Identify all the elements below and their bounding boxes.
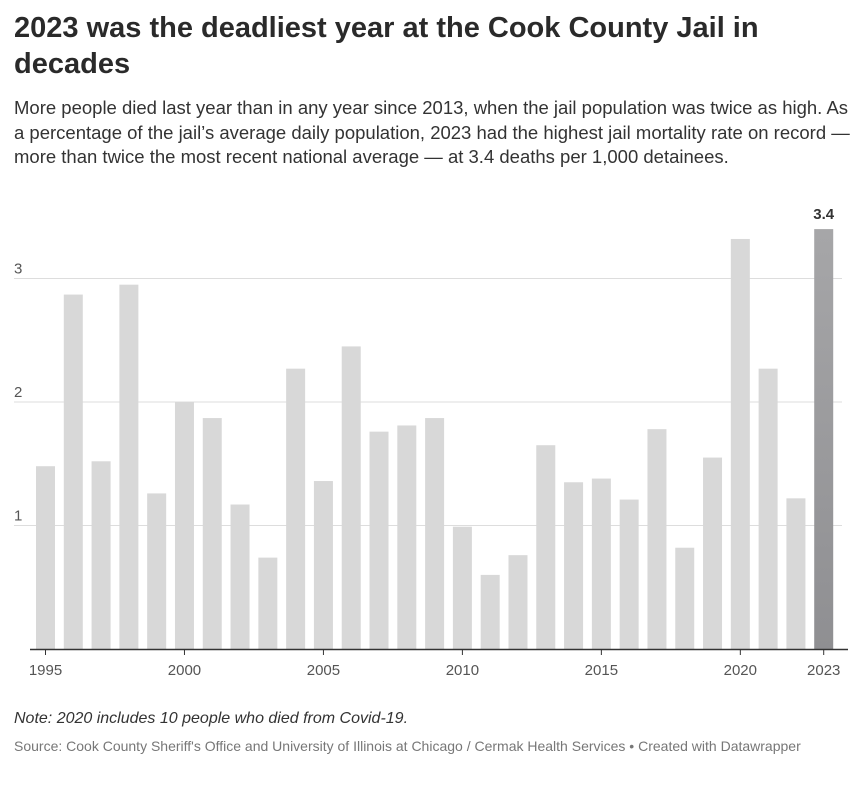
bar [730, 238, 750, 650]
bar [758, 368, 778, 649]
chart-title: 2023 was the deadliest year at the Cook … [14, 12, 759, 80]
x-tick-label: 2023 [807, 662, 840, 679]
bar [202, 418, 222, 649]
bar [258, 557, 278, 649]
bar [425, 418, 445, 649]
bar [174, 402, 194, 649]
y-tick-label: 1 [14, 508, 22, 525]
bar [313, 481, 333, 649]
x-axis: 1995 2000 2005 2010 2015 2020 2023 [29, 648, 848, 679]
bar [341, 346, 361, 649]
bar-chart: 1 2 3 3.4 1995 2000 2005 2010 2015 2020 2023 [14, 206, 848, 679]
bar [480, 574, 500, 649]
x-tick-label: 1995 [29, 662, 62, 679]
bar [619, 499, 639, 649]
bar [591, 478, 611, 649]
y-tick-label: 3 [14, 261, 22, 278]
bar [703, 457, 723, 649]
bar [91, 461, 111, 649]
bar [230, 504, 250, 649]
bar [36, 466, 55, 649]
x-tick-label: 2000 [168, 662, 201, 679]
bar [119, 284, 139, 649]
highlight-value-label: 3.4 [813, 206, 835, 223]
bar [675, 547, 695, 649]
bar [536, 445, 556, 649]
bar [564, 482, 584, 649]
bars: 3.4 [36, 206, 835, 650]
bar [63, 294, 83, 649]
bar [369, 431, 389, 649]
bar [508, 555, 528, 649]
x-tick-label: 2010 [446, 662, 479, 679]
bar [786, 498, 806, 649]
x-tick-label: 2005 [307, 662, 340, 679]
bar [286, 368, 306, 649]
chart-source: Source: Cook County Sheriff's Office and… [14, 738, 801, 754]
x-tick-label: 2020 [724, 662, 757, 679]
bar-highlight [814, 229, 834, 649]
bar [397, 425, 417, 649]
x-tick-label: 2015 [585, 662, 618, 679]
y-tick-label: 2 [14, 384, 22, 401]
bar [147, 493, 167, 649]
bar [452, 526, 472, 649]
bar [647, 429, 667, 649]
chart-subtitle: More people died last year than in any y… [14, 97, 850, 167]
chart-note: Note: 2020 includes 10 people who died f… [14, 710, 409, 727]
